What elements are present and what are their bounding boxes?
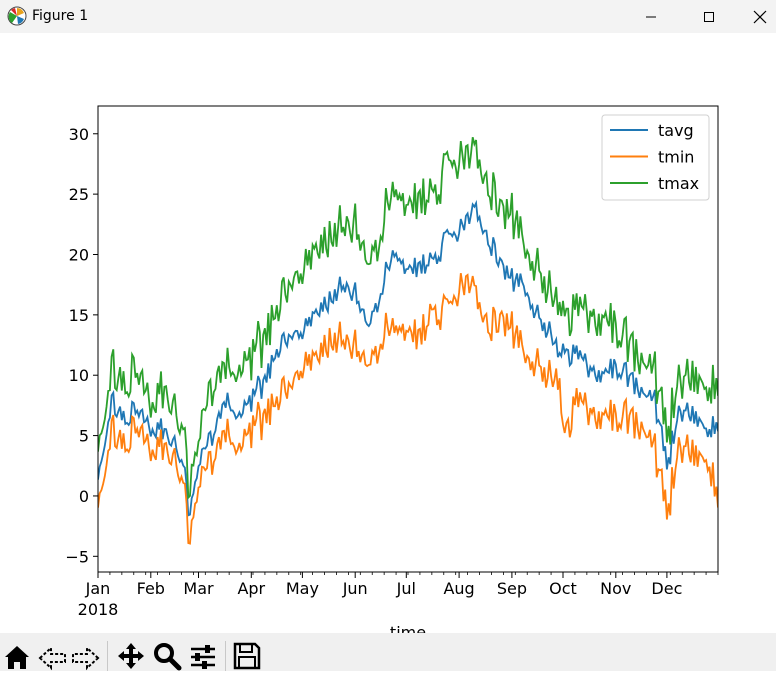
configure-subplots-icon bbox=[191, 645, 215, 669]
x-tick-label: Aug bbox=[443, 579, 474, 598]
back-arrow-icon bbox=[38, 645, 66, 671]
minimize-icon bbox=[646, 16, 656, 17]
toolbar-separator bbox=[107, 641, 108, 671]
y-tick-label: 10 bbox=[69, 366, 89, 385]
x-axis-label: time bbox=[390, 623, 426, 633]
save-floppy-icon bbox=[233, 642, 261, 670]
y-tick-label: 25 bbox=[69, 185, 89, 204]
y-tick-label: 30 bbox=[69, 125, 89, 144]
minimize-button[interactable] bbox=[628, 0, 674, 33]
window-title: Figure 1 bbox=[32, 8, 89, 24]
x-tick-label: Dec bbox=[651, 579, 682, 598]
legend-label-tmax: tmax bbox=[658, 174, 699, 193]
navigation-toolbar bbox=[0, 633, 776, 671]
x-tick-label: Jan bbox=[85, 579, 111, 598]
save-button[interactable] bbox=[232, 641, 262, 671]
zoom-button[interactable] bbox=[152, 641, 182, 671]
window-title-bar: Figure 1 bbox=[0, 0, 776, 33]
legend-label-tavg: tavg bbox=[658, 121, 694, 140]
home-button[interactable] bbox=[2, 641, 32, 671]
series-line-tmin bbox=[98, 273, 718, 545]
pan-move-icon bbox=[118, 643, 144, 669]
x-tick-label: Oct bbox=[549, 579, 577, 598]
x-tick-label: Jul bbox=[396, 579, 416, 598]
chart: −5 0 5 10 15 20 25 30 Jan Feb Mar Apr May Jun Jul Aug Se… bbox=[65, 105, 719, 633]
series-line-tavg bbox=[98, 199, 718, 517]
forward-arrow-icon bbox=[72, 645, 100, 671]
x-year-label: 2018 bbox=[78, 600, 119, 619]
close-button[interactable] bbox=[744, 0, 776, 33]
figure-canvas[interactable]: −5 0 5 10 15 20 25 30 Jan Feb Mar Apr May Jun Jul Aug Se… bbox=[0, 33, 776, 633]
configure-subplots-button[interactable] bbox=[188, 641, 218, 671]
forward-button[interactable] bbox=[70, 641, 100, 671]
close-icon bbox=[753, 10, 767, 23]
maximize-icon bbox=[704, 11, 714, 22]
x-tick-label: Apr bbox=[237, 579, 265, 598]
legend-box bbox=[601, 114, 710, 201]
back-button[interactable] bbox=[38, 641, 68, 671]
legend-label-tmin: tmin bbox=[658, 148, 694, 167]
matplotlib-icon bbox=[7, 6, 27, 26]
y-tick-label: 0 bbox=[79, 487, 89, 506]
y-tick-label: −5 bbox=[65, 547, 89, 566]
y-tick-label: 15 bbox=[69, 306, 89, 325]
toolbar-separator bbox=[225, 641, 226, 671]
y-tick-label: 20 bbox=[69, 245, 89, 264]
y-tick-label: 5 bbox=[79, 427, 89, 446]
maximize-button[interactable] bbox=[686, 0, 732, 33]
pan-button[interactable] bbox=[116, 641, 146, 671]
x-tick-label: Feb bbox=[137, 579, 165, 598]
x-tick-label: May bbox=[286, 579, 319, 598]
series-line-tmax bbox=[98, 136, 718, 500]
x-tick-label: Mar bbox=[183, 579, 214, 598]
x-tick-label: Jun bbox=[342, 579, 368, 598]
x-tick-label: Sep bbox=[497, 579, 527, 598]
home-icon bbox=[5, 646, 29, 669]
x-tick-label: Nov bbox=[600, 579, 631, 598]
zoom-magnifier-icon bbox=[154, 643, 182, 671]
